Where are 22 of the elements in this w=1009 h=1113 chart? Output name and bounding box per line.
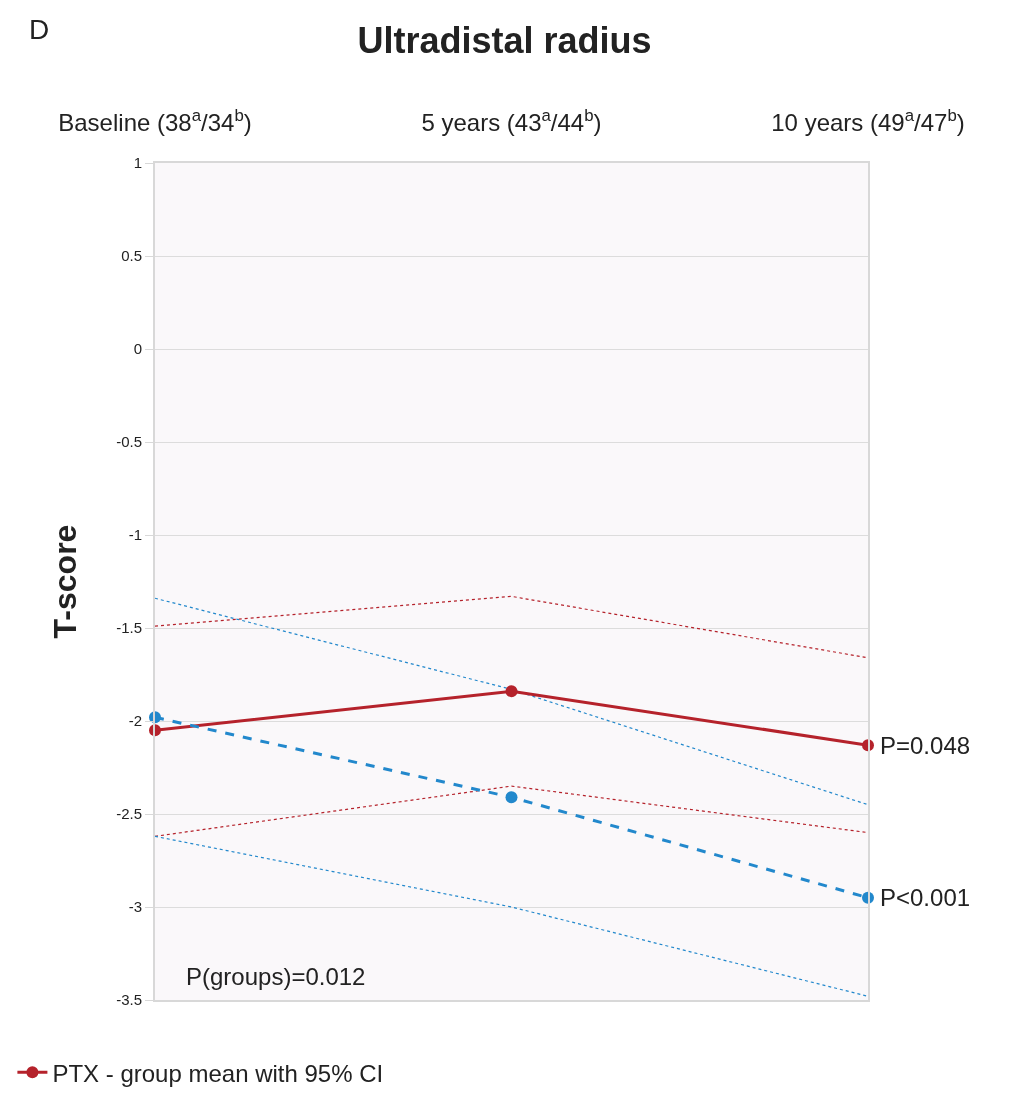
y-tick-label: -2.5 [116,805,142,823]
text: D [29,14,50,45]
y-tick-label: 0 [133,340,142,358]
x-tick-label: Baseline (38$^{a}$/34$^{b}$) [58,106,252,137]
y-tick-label: -0.5 [116,433,142,451]
point [505,685,518,698]
y-tick-label: -1.5 [116,619,142,637]
chart-title: Ultradistal radius [357,20,652,62]
y-tick-label: -1 [128,526,142,544]
y-axis-title: T-score [46,524,83,639]
annotation: P(groups)=0.012 [186,963,366,990]
legend-label: PTX - group mean with 95% CI [52,1059,384,1087]
x-tick-label: 10 years (49$^{a}$/47$^{b}$) [771,106,965,137]
point [505,791,518,804]
y-tick-label: -3.5 [116,991,142,1009]
annotation: P<0.001 [880,884,971,911]
y-tick-label: 1 [133,154,142,172]
x-tick-label: 5 years (43$^{a}$/44$^{b}$) [421,106,602,137]
annotation: P=0.048 [880,732,971,759]
y-tick-label: -3 [128,898,142,916]
y-tick-label: 0.5 [121,247,142,265]
y-tick-label: -2 [128,712,142,730]
